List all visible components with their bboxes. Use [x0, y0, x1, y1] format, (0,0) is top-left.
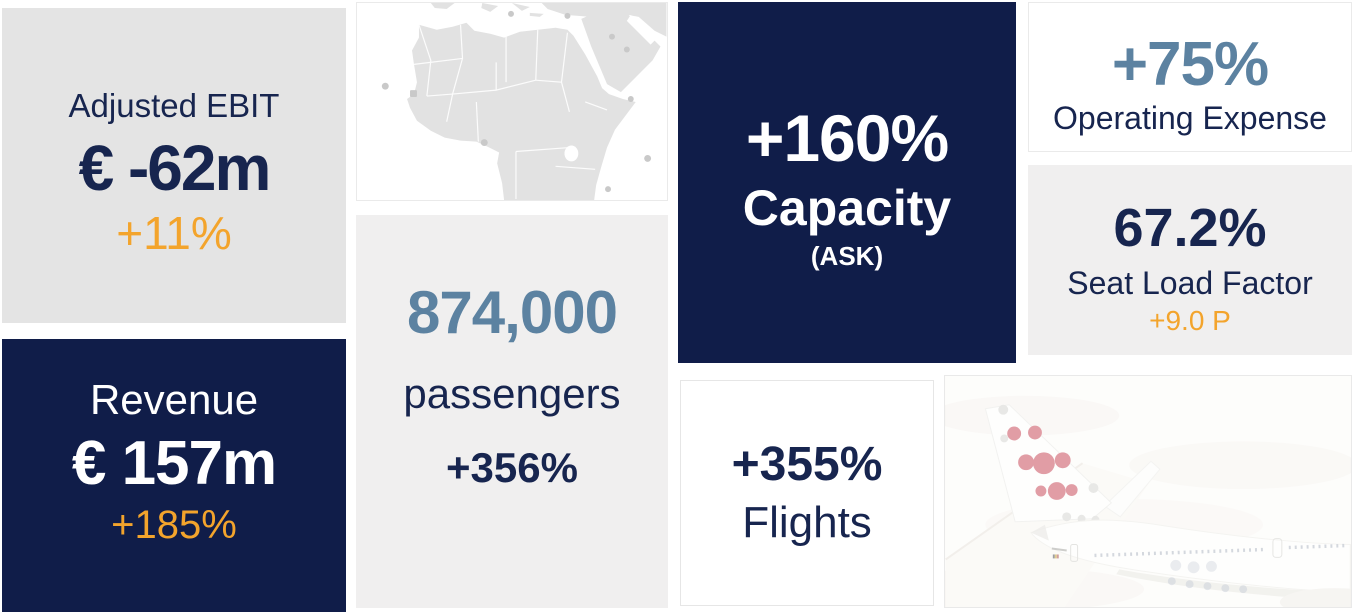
adjusted-ebit-tile: Adjusted EBIT € -62m +11% [2, 8, 346, 323]
tail-logo-dots [1007, 425, 1078, 500]
passengers-label: passengers [403, 369, 621, 417]
destination-markers [381, 10, 652, 193]
seat-load-factor-label: Seat Load Factor [1067, 265, 1313, 301]
operating-expense-label: Operating Expense [1053, 100, 1327, 136]
passengers-tile: 874,000 passengers +356% [356, 215, 668, 608]
passengers-value: 874,000 [407, 278, 618, 346]
capacity-sublabel: (ASK) [810, 240, 884, 271]
capacity-value: +160% [745, 100, 949, 175]
adjusted-ebit-value: € -62m [78, 132, 272, 204]
aircraft-photo-tile [944, 375, 1352, 608]
adjusted-ebit-label: Adjusted EBIT [68, 87, 280, 124]
revenue-tile: Revenue € 157m +185% [2, 339, 346, 612]
africa-map-tile [356, 2, 668, 201]
revenue-label: Revenue [89, 375, 259, 423]
seat-load-factor-delta: +9.0 P [1149, 305, 1231, 336]
capacity-tile: +160% Capacity (ASK) [678, 2, 1016, 363]
flights-value: +355% [731, 438, 883, 491]
passengers-delta: +356% [446, 443, 578, 491]
flights-tile: +355% Flights [680, 380, 934, 606]
adjusted-ebit-delta: +11% [116, 207, 232, 259]
seat-load-factor-value: 67.2% [1113, 198, 1267, 258]
revenue-delta: +185% [111, 502, 237, 547]
africa-map [357, 3, 667, 200]
seat-load-factor-tile: 67.2% Seat Load Factor +9.0 P [1028, 165, 1352, 355]
revenue-value: € 157m [71, 428, 277, 498]
operating-expense-value: +75% [1111, 30, 1269, 99]
capacity-label: Capacity [742, 179, 952, 236]
operating-expense-tile: +75% Operating Expense [1028, 2, 1352, 152]
flights-label: Flights [742, 498, 872, 547]
aircraft-photo [945, 376, 1351, 607]
